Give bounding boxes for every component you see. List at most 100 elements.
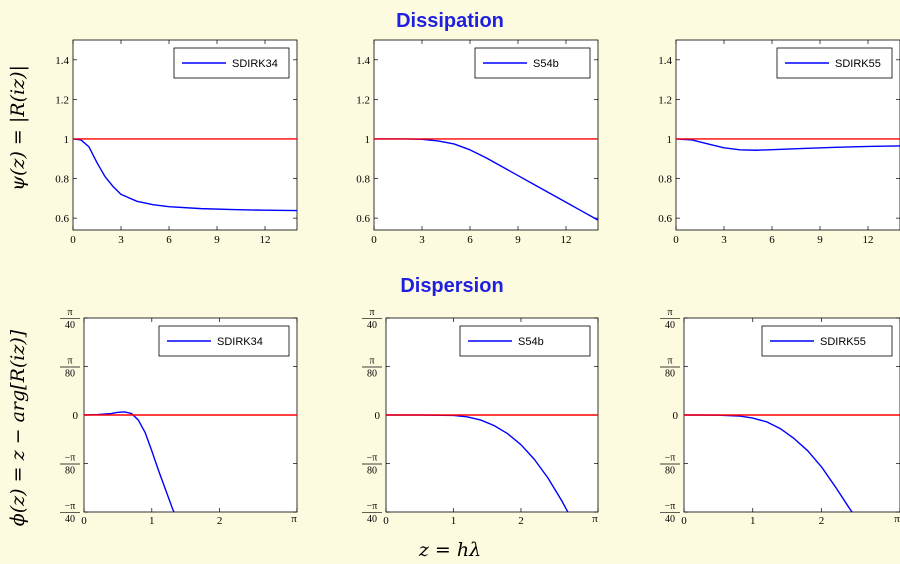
y-tick-label: 1 bbox=[64, 134, 70, 146]
x-tick-label: 1 bbox=[149, 515, 155, 527]
y-tick-label-denominator: 40 bbox=[367, 514, 377, 525]
x-tick-label: 0 bbox=[681, 515, 687, 527]
method-curve bbox=[684, 414, 853, 512]
y-tick-label: 0 bbox=[673, 410, 679, 422]
x-tick-label: 1 bbox=[451, 515, 457, 527]
x-tick-label: 9 bbox=[515, 234, 521, 246]
legend-label: SDIRK55 bbox=[820, 336, 866, 348]
y-tick-label-denominator: 80 bbox=[367, 466, 377, 477]
y-tick-label: −π 80 bbox=[362, 453, 382, 477]
y-tick-label-numerator: π bbox=[67, 307, 72, 318]
x-tick-label: 9 bbox=[817, 234, 823, 246]
legend: S54b bbox=[459, 325, 591, 357]
y-tick-label-numerator: π bbox=[667, 307, 672, 318]
x-tick-label: 0 bbox=[81, 515, 87, 527]
x-tick-label: π bbox=[592, 513, 598, 525]
y-tick-label: 1.2 bbox=[658, 94, 672, 106]
y-tick-label: π 80 bbox=[60, 355, 80, 379]
y-tick-label: 0.8 bbox=[658, 174, 672, 186]
legend-label: S54b bbox=[533, 58, 559, 70]
legend: SDIRK34 bbox=[158, 325, 290, 357]
legend: SDIRK55 bbox=[761, 325, 893, 357]
method-curve bbox=[676, 138, 900, 151]
dispersion-heading: Dispersion bbox=[400, 275, 503, 297]
x-tick-label: 6 bbox=[166, 234, 172, 246]
y-tick-label-denominator: 40 bbox=[65, 514, 75, 525]
chart-3: 0 3 6 9 12 0.6 0.8 1 1.2 1.4 SDIRK55 bbox=[658, 39, 900, 246]
y-tick-label: 0.6 bbox=[356, 213, 370, 225]
y-tick-label: π 80 bbox=[362, 355, 382, 379]
y-tick-label: 0.6 bbox=[55, 213, 69, 225]
x-tick-label: 12 bbox=[863, 234, 874, 246]
chart-1: 0 3 6 9 12 0.6 0.8 1 1.2 1.4 SDIRK34 bbox=[55, 39, 298, 246]
y-tick-label: −π 80 bbox=[60, 453, 80, 477]
legend: SDIRK55 bbox=[776, 47, 893, 79]
y-tick-label: 0 bbox=[73, 410, 79, 422]
x-tick-label: 6 bbox=[467, 234, 473, 246]
x-tick-label: 6 bbox=[769, 234, 775, 246]
y-tick-label-denominator: 40 bbox=[665, 320, 675, 331]
y-tick-label-numerator: −π bbox=[367, 453, 378, 464]
x-tick-label: 2 bbox=[819, 515, 825, 527]
x-axis-label: z = hλ bbox=[418, 539, 481, 561]
y-tick-label: π 80 bbox=[660, 355, 680, 379]
y-tick-label-numerator: −π bbox=[665, 453, 676, 464]
y-tick-label: 1.2 bbox=[55, 94, 69, 106]
x-tick-label: 0 bbox=[383, 515, 389, 527]
y-tick-label: 1.4 bbox=[356, 55, 370, 67]
method-curve bbox=[84, 411, 175, 512]
chart-2: 0 3 6 9 12 0.6 0.8 1 1.2 1.4 S54b bbox=[356, 39, 599, 246]
y-tick-label-numerator: −π bbox=[665, 501, 676, 512]
legend: S54b bbox=[474, 47, 591, 79]
y-tick-label: 0.8 bbox=[55, 174, 69, 186]
chart-4: 0 1 2 π π 40 π 80 0 −π 80 −π 40 SDIRK34 bbox=[60, 307, 298, 527]
y-tick-label: 1.2 bbox=[356, 94, 370, 106]
y-tick-label: 0.6 bbox=[658, 213, 672, 225]
legend: SDIRK34 bbox=[173, 47, 290, 79]
y-tick-label: −π 40 bbox=[60, 501, 80, 525]
y-tick-label-denominator: 80 bbox=[665, 368, 675, 379]
x-tick-label: 3 bbox=[419, 234, 425, 246]
x-tick-label: π bbox=[894, 513, 900, 525]
y-tick-label: 1.4 bbox=[658, 55, 672, 67]
y-tick-label-denominator: 80 bbox=[65, 368, 75, 379]
y-tick-label: 1.4 bbox=[55, 55, 69, 67]
x-tick-label: 3 bbox=[721, 234, 727, 246]
y-tick-label: −π 40 bbox=[362, 501, 382, 525]
y-tick-label-numerator: −π bbox=[65, 453, 76, 464]
x-tick-label: 0 bbox=[371, 234, 377, 246]
x-tick-label: 12 bbox=[561, 234, 572, 246]
y-tick-label-numerator: π bbox=[369, 355, 374, 366]
y-tick-label-denominator: 40 bbox=[65, 320, 75, 331]
y-tick-label-numerator: π bbox=[667, 355, 672, 366]
x-tick-label: 2 bbox=[217, 515, 223, 527]
y-tick-label-numerator: π bbox=[67, 355, 72, 366]
y-tick-label: 0.8 bbox=[356, 174, 370, 186]
x-tick-label: π bbox=[291, 513, 297, 525]
legend-label: S54b bbox=[518, 336, 544, 348]
y-tick-label: π 40 bbox=[362, 307, 382, 331]
chart-6: 0 1 2 π π 40 π 80 0 −π 80 −π 40 SDIRK55 bbox=[660, 307, 900, 527]
y-tick-label: −π 40 bbox=[660, 501, 680, 525]
y-tick-label: −π 80 bbox=[660, 453, 680, 477]
y-tick-label: π 40 bbox=[660, 307, 680, 331]
y-tick-label-numerator: π bbox=[369, 307, 374, 318]
dispersion-y-axis-label: ϕ(z) = z − arg[R(iz)] bbox=[7, 329, 29, 526]
y-tick-label-denominator: 80 bbox=[65, 466, 75, 477]
y-tick-label-denominator: 80 bbox=[665, 466, 675, 477]
y-tick-label: 1 bbox=[667, 134, 673, 146]
y-tick-label-denominator: 80 bbox=[367, 368, 377, 379]
y-tick-label-denominator: 40 bbox=[665, 514, 675, 525]
x-tick-label: 1 bbox=[750, 515, 756, 527]
x-tick-label: 3 bbox=[118, 234, 124, 246]
x-tick-label: 12 bbox=[260, 234, 271, 246]
legend-label: SDIRK34 bbox=[232, 58, 278, 70]
dissipation-heading: Dissipation bbox=[396, 10, 504, 32]
y-tick-label: 0 bbox=[375, 410, 381, 422]
x-tick-label: 0 bbox=[70, 234, 76, 246]
y-tick-label-numerator: −π bbox=[65, 501, 76, 512]
x-tick-label: 0 bbox=[673, 234, 679, 246]
dissipation-y-axis-label: ψ(z) = |R(iz)| bbox=[7, 65, 29, 191]
